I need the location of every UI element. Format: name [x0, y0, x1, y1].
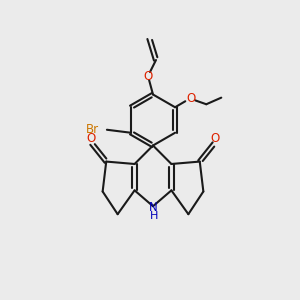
Text: O: O [143, 70, 152, 83]
Text: H: H [149, 211, 158, 221]
Text: N: N [148, 201, 158, 214]
Text: O: O [186, 92, 195, 105]
Text: Br: Br [85, 123, 98, 136]
Text: O: O [86, 132, 95, 145]
Text: O: O [211, 132, 220, 145]
